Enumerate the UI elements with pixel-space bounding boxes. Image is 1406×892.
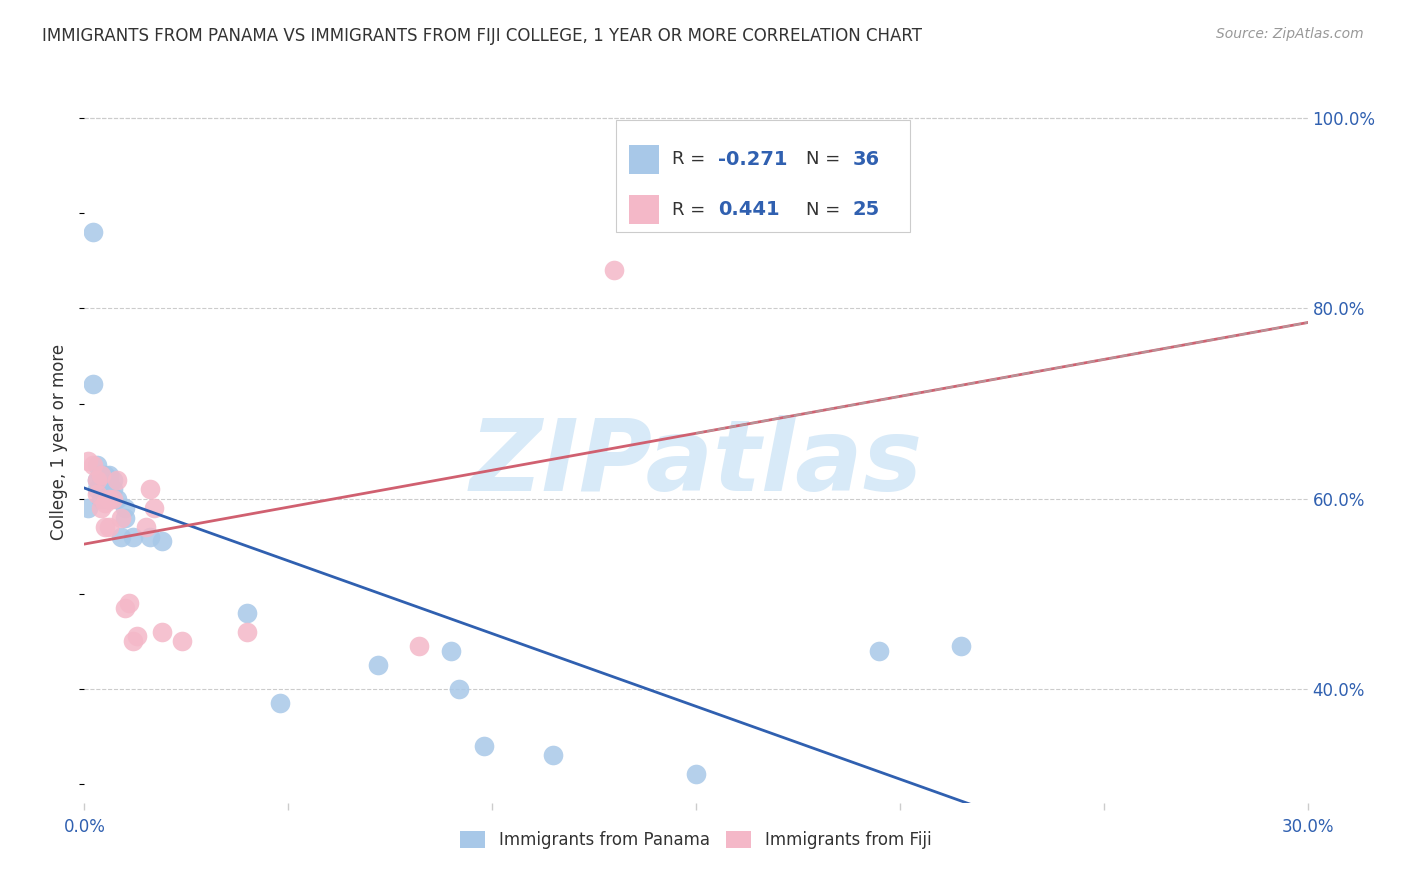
Point [950, 639, 973, 653]
Point [138, 530, 160, 544]
Point [93, 496, 115, 510]
Point [114, 510, 136, 524]
Text: R =: R = [672, 201, 710, 219]
Text: 25: 25 [852, 200, 880, 219]
Point [77, 453, 100, 467]
Point [543, 748, 565, 763]
Text: N =: N = [806, 201, 846, 219]
Point [105, 473, 128, 487]
Point [472, 739, 495, 753]
Point [449, 681, 471, 696]
Point [110, 510, 132, 524]
Point [97, 467, 120, 482]
Point [90, 467, 112, 482]
Point [367, 657, 389, 672]
Point [86, 487, 108, 501]
Point [93, 520, 115, 534]
Point [93, 491, 115, 506]
Point [90, 467, 112, 482]
Point [440, 643, 463, 657]
Legend: Immigrants from Panama, Immigrants from Fiji: Immigrants from Panama, Immigrants from … [454, 824, 938, 856]
Point [122, 530, 145, 544]
Point [603, 263, 626, 277]
Point [86, 473, 108, 487]
Point [93, 467, 115, 482]
Point [101, 491, 124, 506]
Point [90, 501, 112, 516]
Point [90, 491, 112, 506]
Point [236, 606, 259, 620]
Point [93, 482, 115, 496]
Point [97, 491, 120, 506]
Text: 36: 36 [852, 150, 880, 169]
Point [82, 377, 104, 392]
Point [93, 473, 115, 487]
Point [150, 534, 173, 549]
Point [82, 226, 104, 240]
Point [90, 477, 112, 491]
Text: IMMIGRANTS FROM PANAMA VS IMMIGRANTS FROM FIJI COLLEGE, 1 YEAR OR MORE CORRELATI: IMMIGRANTS FROM PANAMA VS IMMIGRANTS FRO… [42, 27, 922, 45]
Point [869, 643, 891, 657]
Text: R =: R = [672, 150, 710, 169]
Point [105, 491, 128, 506]
Text: -0.271: -0.271 [718, 150, 787, 169]
Point [118, 596, 141, 610]
Point [114, 601, 136, 615]
Point [142, 501, 165, 516]
Point [122, 634, 145, 648]
Point [408, 639, 430, 653]
Point [685, 767, 707, 781]
Point [97, 491, 120, 506]
Point [150, 624, 173, 639]
Point [269, 696, 291, 710]
Point [97, 482, 120, 496]
Point [86, 473, 108, 487]
Point [114, 501, 136, 516]
Text: Source: ZipAtlas.com: Source: ZipAtlas.com [1216, 27, 1364, 41]
Point [97, 473, 120, 487]
Point [127, 629, 149, 643]
FancyBboxPatch shape [628, 195, 659, 224]
Text: N =: N = [806, 150, 846, 169]
Point [86, 482, 108, 496]
Point [97, 520, 120, 534]
Point [172, 634, 194, 648]
Text: ZIPatlas: ZIPatlas [470, 415, 922, 512]
Point [86, 458, 108, 473]
Text: 0.441: 0.441 [718, 200, 779, 219]
Point [82, 458, 104, 473]
Point [110, 530, 132, 544]
Point [135, 520, 157, 534]
Point [77, 501, 100, 516]
Point [236, 624, 259, 639]
FancyBboxPatch shape [616, 120, 910, 232]
Y-axis label: College, 1 year or more: College, 1 year or more [51, 343, 69, 540]
Point [101, 482, 124, 496]
FancyBboxPatch shape [628, 145, 659, 174]
Point [101, 473, 124, 487]
Point [138, 482, 160, 496]
